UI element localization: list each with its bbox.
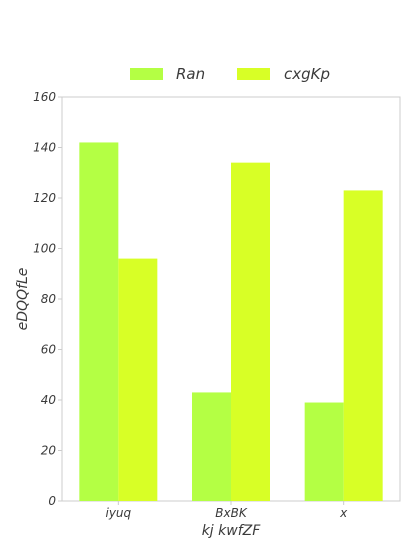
y-tick-label: 80 [41,292,57,306]
bar-cxgKp-x [343,190,383,502]
x-axis-label: kj kwfZF [202,523,262,539]
bar-cxgKp-BxBK [231,162,270,501]
y-tick-label: 60 [41,343,57,357]
legend-label-Ran: Ran [176,65,205,83]
x-tick-label: iyuq [105,506,131,520]
legend-swatch-cxgKp [237,68,270,80]
y-tick-label: 20 [41,444,57,458]
y-axis-label: eDQQfLe [15,268,31,331]
y-tick-label: 120 [33,191,56,205]
plot-area: 0 20 40 60 80 100 120 140 160 iyuq BxBK x [33,90,401,520]
y-tick-label: 40 [41,393,57,407]
x-tick-label: BxBK [215,506,248,520]
y-tick-label: 100 [33,242,56,256]
y-tick-label: 160 [33,90,56,104]
bar-cxgKp-iyuq [118,258,158,501]
y-tick-label: 140 [33,141,56,155]
legend-label-cxgKp: cxgKp [284,65,330,83]
legend-swatch-Ran [130,68,163,80]
bar-Ran-iyuq [79,142,119,501]
x-tick-label: x [339,506,348,520]
y-tick-label: 0 [48,494,56,508]
bar-Ran-x [304,402,344,501]
bar-Ran-BxBK [192,392,231,501]
legend: Ran cxgKp [130,65,330,83]
